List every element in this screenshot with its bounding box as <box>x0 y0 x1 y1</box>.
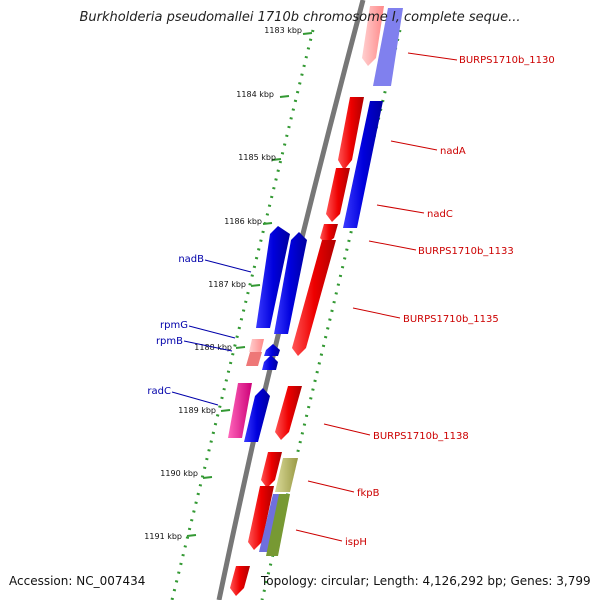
gene-feature <box>326 168 350 222</box>
gene-label-burps1710b-1130[interactable]: BURPS1710b_1130 <box>459 55 555 66</box>
tick-label: 1184 kbp <box>236 90 274 99</box>
accession-text: Accession: NC_007434 <box>9 574 146 588</box>
gene-feature <box>292 240 336 356</box>
gene-feature <box>256 226 290 328</box>
gene-label-nadc[interactable]: nadC <box>427 209 453 220</box>
gene-feature <box>274 232 307 334</box>
gene-feature <box>275 386 302 440</box>
gene-label-burps1710b-1133[interactable]: BURPS1710b_1133 <box>418 246 514 257</box>
gene-label-radc[interactable]: radC <box>147 386 171 397</box>
inner-scale-ring <box>170 29 315 600</box>
gene-label-isph[interactable]: ispH <box>345 537 367 548</box>
tick-label: 1189 kbp <box>178 406 216 415</box>
gene-feature <box>320 224 338 244</box>
tick-label: 1183 kbp <box>264 26 302 35</box>
gene-feature <box>343 101 383 228</box>
tick-mark <box>235 346 246 349</box>
tick-mark <box>271 158 282 161</box>
tick-label: 1190 kbp <box>160 469 198 478</box>
label-leader-line <box>183 340 233 352</box>
gene-label-nadb[interactable]: nadB <box>178 254 204 265</box>
tick-mark <box>302 32 313 35</box>
gene-feature <box>264 344 280 356</box>
label-leader-line <box>407 52 458 61</box>
label-leader-line <box>323 423 371 436</box>
gene-feature <box>373 8 403 86</box>
gene-feature <box>275 458 298 492</box>
label-leader-line <box>171 391 219 406</box>
tick-mark <box>202 476 213 479</box>
label-leader-line <box>390 140 438 151</box>
gene-label-fkpb[interactable]: fkpB <box>357 488 380 499</box>
label-leader-line <box>307 480 355 493</box>
gene-feature <box>262 355 278 370</box>
tick-label: 1186 kbp <box>224 217 262 226</box>
label-leader-line <box>204 259 252 273</box>
tick-mark <box>279 95 290 98</box>
gene-feature <box>338 97 364 170</box>
label-leader-line <box>368 240 417 251</box>
label-leader-line <box>188 325 236 339</box>
gene-feature <box>261 452 282 488</box>
gene-feature <box>228 383 252 438</box>
tick-label: 1185 kbp <box>238 153 276 162</box>
map-title: Burkholderia pseudomallei 1710b chromoso… <box>79 10 521 25</box>
gene-feature <box>362 6 384 66</box>
topology-summary: Topology: circular; Length: 4,126,292 bp… <box>261 574 591 588</box>
gene-label-burps1710b-1138[interactable]: BURPS1710b_1138 <box>373 431 469 442</box>
reverse-strand-genes <box>228 226 307 442</box>
gene-feature <box>246 352 262 366</box>
label-leader-line <box>295 529 343 542</box>
gene-feature <box>266 494 290 556</box>
tick-mark <box>262 222 273 225</box>
forward-strand-genes <box>230 6 403 596</box>
gene-label-rpmb[interactable]: rpmB <box>156 336 183 347</box>
tick-mark <box>220 409 231 412</box>
tick-label: 1187 kbp <box>208 280 246 289</box>
reverse-gene-labels: nadB rpmG rpmB radC <box>147 254 252 406</box>
gene-feature <box>244 388 270 442</box>
scale-ticks <box>186 32 313 537</box>
forward-gene-labels: BURPS1710b_1130 nadA nadC BURPS1710b_113… <box>295 52 555 548</box>
tick-mark <box>250 284 261 287</box>
gene-feature <box>248 486 274 550</box>
gene-label-burps1710b-1135[interactable]: BURPS1710b_1135 <box>403 314 499 325</box>
tick-mark <box>186 534 197 537</box>
label-leader-line <box>352 307 401 319</box>
gene-feature <box>249 339 264 352</box>
gene-feature <box>230 566 250 596</box>
label-leader-line <box>376 204 425 214</box>
gene-label-nada[interactable]: nadA <box>440 146 466 157</box>
tick-label: 1191 kbp <box>144 532 182 541</box>
gene-label-rpmg[interactable]: rpmG <box>160 320 188 331</box>
